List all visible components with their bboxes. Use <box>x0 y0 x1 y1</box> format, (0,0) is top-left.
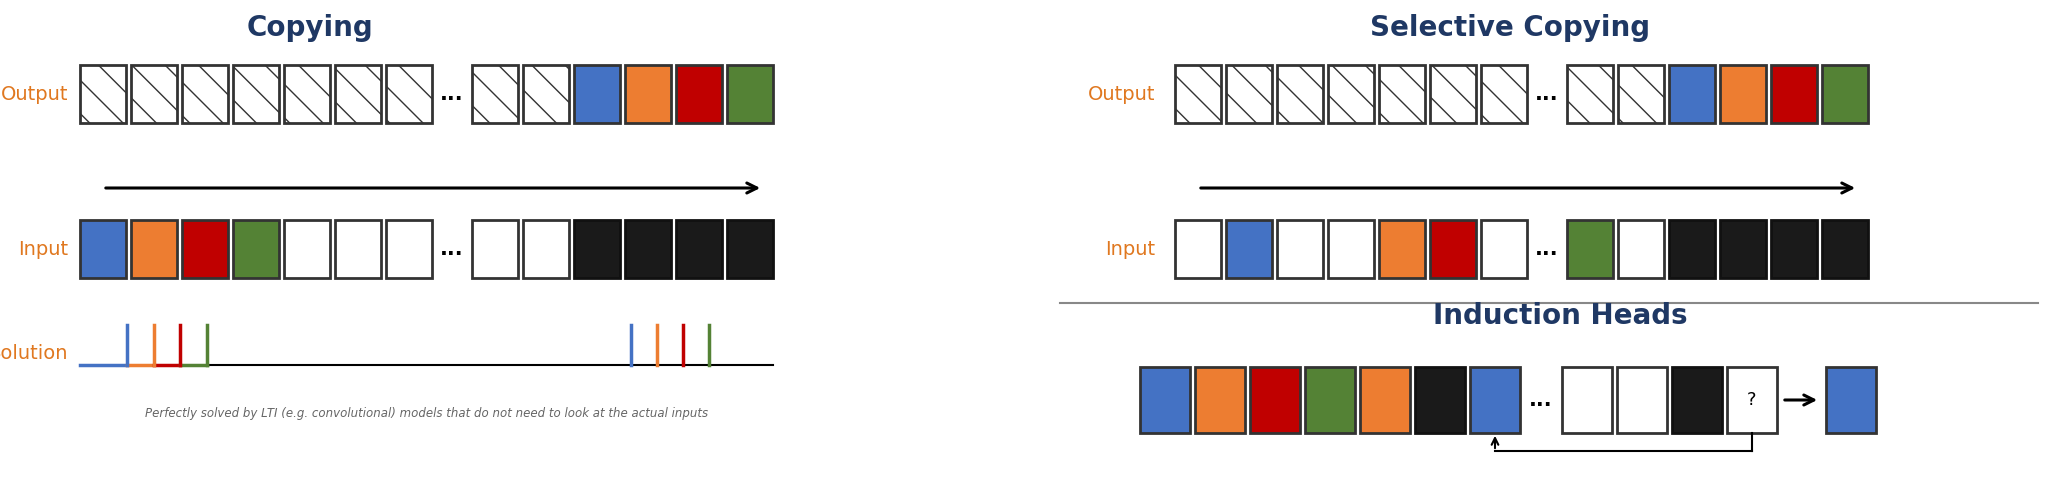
Text: Copying: Copying <box>246 14 373 42</box>
Text: ...: ... <box>1530 390 1552 410</box>
Bar <box>131 65 176 123</box>
Bar <box>1430 65 1477 123</box>
Bar <box>131 220 176 278</box>
Bar <box>1772 65 1817 123</box>
Bar <box>80 65 127 123</box>
Bar <box>727 220 772 278</box>
Bar <box>1618 220 1663 278</box>
Bar <box>1378 65 1425 123</box>
Bar <box>727 65 772 123</box>
Text: ?: ? <box>1747 391 1757 409</box>
Bar <box>1669 220 1714 278</box>
Text: Output: Output <box>0 85 68 104</box>
Bar <box>1249 367 1300 433</box>
Bar <box>522 65 569 123</box>
Text: ...: ... <box>1536 239 1559 259</box>
Bar <box>1278 220 1323 278</box>
Bar <box>471 220 518 278</box>
Bar <box>1305 367 1356 433</box>
Bar <box>385 220 432 278</box>
Bar <box>1327 220 1374 278</box>
Text: Solution: Solution <box>0 344 68 363</box>
Bar <box>1823 220 1868 278</box>
Bar <box>625 65 672 123</box>
Bar <box>1194 367 1245 433</box>
Bar <box>1567 220 1614 278</box>
Bar <box>285 220 330 278</box>
Bar <box>1360 367 1409 433</box>
Bar <box>1415 367 1464 433</box>
Text: Input: Input <box>1104 240 1155 258</box>
Text: Induction Heads: Induction Heads <box>1434 302 1688 330</box>
Text: Output: Output <box>1087 85 1155 104</box>
Text: ...: ... <box>440 239 463 259</box>
Text: ...: ... <box>440 84 463 104</box>
Bar <box>573 220 621 278</box>
Bar <box>471 65 518 123</box>
Bar <box>676 220 723 278</box>
Bar <box>1669 65 1714 123</box>
Bar <box>573 65 621 123</box>
Bar <box>336 220 381 278</box>
Bar <box>80 220 127 278</box>
Bar <box>1176 220 1221 278</box>
Bar <box>385 65 432 123</box>
Bar <box>233 220 279 278</box>
Text: Selective Copying: Selective Copying <box>1370 14 1651 42</box>
Bar <box>1827 367 1876 433</box>
Bar <box>1481 65 1528 123</box>
Bar <box>1720 220 1765 278</box>
Bar <box>625 220 672 278</box>
Bar <box>182 220 227 278</box>
Text: ...: ... <box>1536 84 1559 104</box>
Bar <box>1378 220 1425 278</box>
Text: Perfectly solved by LTI (e.g. convolutional) models that do not need to look at : Perfectly solved by LTI (e.g. convolutio… <box>145 406 709 419</box>
Text: Input: Input <box>18 240 68 258</box>
Bar <box>1567 65 1614 123</box>
Bar <box>1430 220 1477 278</box>
Bar <box>1726 367 1778 433</box>
Bar <box>1470 367 1520 433</box>
Bar <box>1823 65 1868 123</box>
Bar <box>182 65 227 123</box>
Bar <box>1671 367 1722 433</box>
Bar <box>1563 367 1612 433</box>
Bar <box>233 65 279 123</box>
Bar <box>1618 367 1667 433</box>
Bar <box>676 65 723 123</box>
Bar <box>336 65 381 123</box>
Bar <box>1141 367 1190 433</box>
Bar <box>1327 65 1374 123</box>
Bar <box>1278 65 1323 123</box>
Bar <box>1618 65 1663 123</box>
Bar <box>1176 65 1221 123</box>
Bar <box>1481 220 1528 278</box>
Bar <box>1227 220 1272 278</box>
Bar <box>1227 65 1272 123</box>
Bar <box>1772 220 1817 278</box>
Bar <box>285 65 330 123</box>
Bar <box>1720 65 1765 123</box>
Bar <box>522 220 569 278</box>
